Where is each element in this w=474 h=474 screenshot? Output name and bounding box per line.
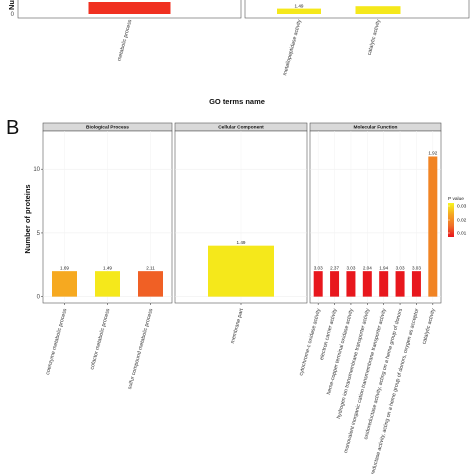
x-tick-label: coenzyme metabolic process bbox=[45, 308, 69, 376]
panel-a-ylabel: Num bbox=[7, 0, 16, 10]
panel-b-y-tick: 0 bbox=[37, 295, 41, 301]
bar bbox=[138, 271, 163, 297]
panel-a-bar bbox=[355, 6, 401, 14]
x-tick-label: catalytic activity bbox=[421, 308, 436, 345]
bar bbox=[428, 156, 438, 297]
facet-panel bbox=[309, 130, 442, 304]
panel-a-bar-label: 1.49 bbox=[295, 4, 304, 9]
facet-strip-label: Biological Process bbox=[86, 125, 129, 131]
panel-a-x-tick-label: metallopeptidase activity bbox=[282, 19, 303, 77]
bar-value-label: 1.49 bbox=[237, 240, 246, 245]
bar bbox=[330, 271, 340, 297]
bar-value-label: 1.94 bbox=[379, 265, 388, 270]
x-tick-label: electron carrier activity bbox=[319, 308, 339, 361]
panel-a-xaxis-title: GO terms name bbox=[209, 97, 265, 106]
panel-a: Num 0 metabolic process 1.49 metallopeptid… bbox=[7, 0, 470, 106]
bar bbox=[411, 271, 421, 297]
x-tick-label: membrane part bbox=[230, 307, 245, 344]
x-tick-label: sulfur compound metabolic process bbox=[127, 308, 154, 390]
panel-b-y-tick: 5 bbox=[37, 231, 41, 237]
facet-strip-label: Molecular Function bbox=[354, 125, 398, 131]
bar-value-label: 3.03 bbox=[346, 265, 355, 270]
bar-value-label: 3.03 bbox=[314, 265, 323, 270]
panel-a-bar bbox=[277, 8, 321, 14]
bar-value-label: 1.92 bbox=[428, 151, 437, 156]
legend-tick-label: 0.02 bbox=[457, 218, 467, 224]
p-value-legend: P value 0.03 0.02 0.01 bbox=[448, 196, 467, 237]
legend-tick-label: 0.01 bbox=[457, 231, 467, 237]
bar-value-label: 2.37 bbox=[330, 265, 339, 270]
panel-b-letter: B bbox=[6, 117, 19, 139]
legend-tick-label: 0.03 bbox=[457, 204, 467, 210]
bar-value-label: 3.03 bbox=[412, 265, 421, 270]
bar-value-label: 2.04 bbox=[363, 265, 372, 270]
bar bbox=[379, 271, 389, 297]
bar-value-label: 1.49 bbox=[103, 265, 112, 270]
bar bbox=[346, 271, 356, 297]
bar bbox=[52, 271, 77, 297]
facet-strip-label: Cellular Component bbox=[218, 125, 264, 131]
bar-value-label: 1.69 bbox=[60, 265, 69, 270]
x-tick-label: cofactor metabolic process bbox=[89, 308, 111, 371]
x-tick-label: cytochrome-c oxidase activity bbox=[298, 308, 322, 377]
bar bbox=[313, 271, 323, 297]
panel-b-ylabel: Number of proteins bbox=[23, 184, 32, 253]
bar bbox=[362, 271, 372, 297]
panel-a-x-tick-label: catalytic activity bbox=[367, 19, 382, 56]
panel-b-y-tick: 10 bbox=[33, 167, 40, 173]
legend-colorbar bbox=[448, 203, 454, 237]
bar-value-label: 3.03 bbox=[396, 265, 405, 270]
bar-value-label: 2.11 bbox=[146, 265, 155, 270]
panel-a-bar bbox=[88, 2, 171, 14]
bar bbox=[208, 245, 274, 297]
panel-a-x-tick-label: metabolic process bbox=[117, 19, 134, 62]
bar bbox=[95, 271, 120, 297]
legend-title: P value bbox=[448, 196, 464, 202]
panel-b: B Number of proteins 0 5 10 Biological Proc… bbox=[6, 117, 467, 474]
panel-a-ytick: 0 bbox=[11, 12, 15, 18]
bar bbox=[395, 271, 405, 297]
